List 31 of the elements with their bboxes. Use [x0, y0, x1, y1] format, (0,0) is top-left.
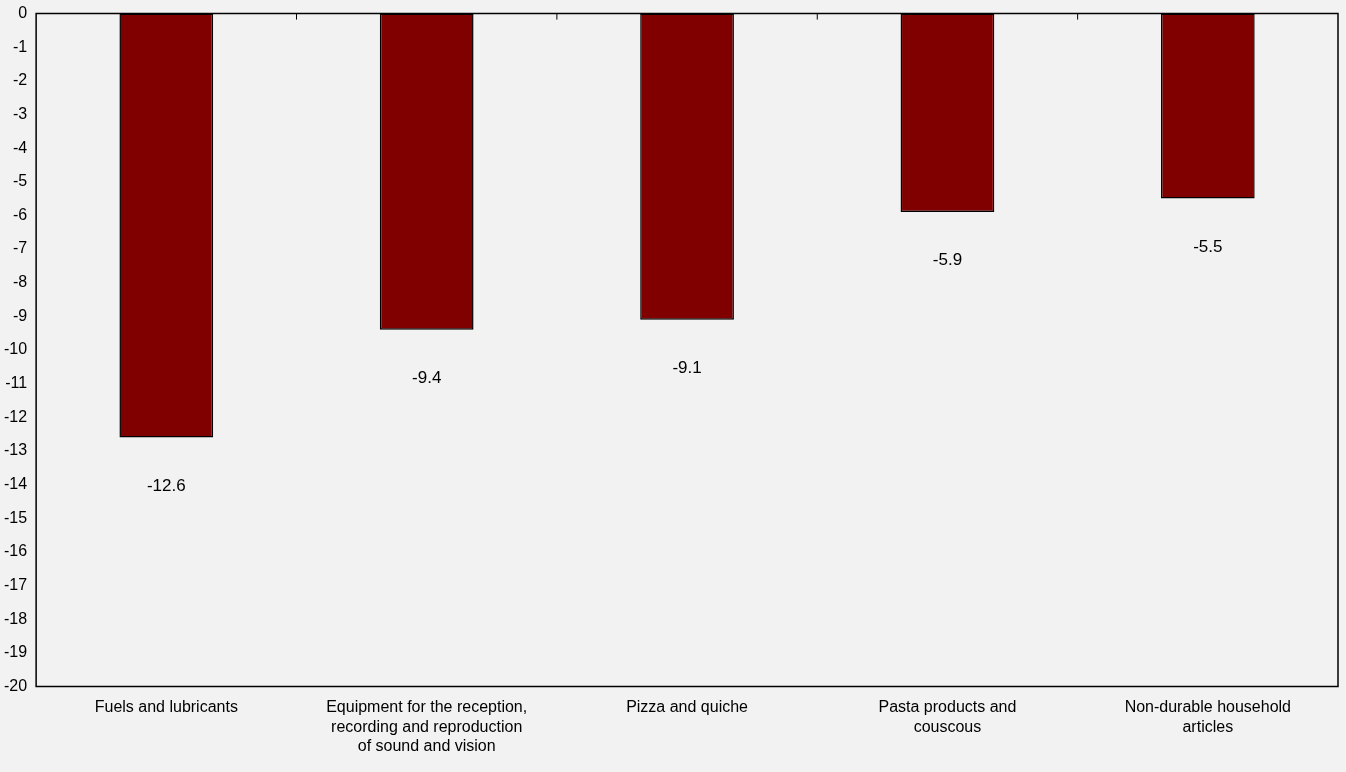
y-tick-label: -15: [4, 508, 28, 526]
y-tick-label: -1: [12, 37, 28, 55]
y-tick-label: -5: [12, 172, 28, 190]
y-tick-label: -8: [12, 273, 28, 291]
y-tick-label: -18: [4, 609, 28, 627]
data-label: -12.6: [146, 475, 186, 495]
data-label: -5.9: [932, 250, 963, 270]
y-tick-label: -6: [12, 205, 28, 223]
y-tick-label: -17: [4, 575, 28, 593]
y-tick-label: -10: [4, 340, 28, 358]
y-tick-label: -13: [4, 441, 28, 459]
data-label: -9.4: [412, 368, 442, 387]
x-tick-label: Fuels and lubricants: [94, 698, 238, 716]
data-label: -5.5: [1193, 236, 1223, 256]
data-label: -9.1: [672, 357, 702, 377]
x-tick-label: Equipment for the reception, recording and reproduction of sound and vision: [326, 698, 528, 754]
y-tick-label: -12: [4, 407, 28, 425]
x-tick-label: Non-durable household articles: [1124, 698, 1291, 735]
y-tick-label: -11: [5, 374, 28, 392]
y-tick-label: -3: [12, 104, 28, 122]
y-tick-label: -7: [12, 239, 28, 257]
x-tick-label: Pasta products and couscous: [878, 698, 1017, 735]
y-tick-label: -9: [12, 306, 28, 324]
y-tick-label: -20: [4, 676, 28, 694]
y-tick-label: 0: [18, 4, 28, 22]
x-tick-label: Pizza and quiche: [626, 698, 749, 716]
y-tick-label: -14: [4, 474, 28, 492]
y-tick-label: -4: [12, 138, 28, 156]
y-tick-label: -19: [4, 643, 28, 661]
y-tick-label: -16: [4, 542, 28, 560]
y-tick-label: -2: [12, 71, 28, 89]
